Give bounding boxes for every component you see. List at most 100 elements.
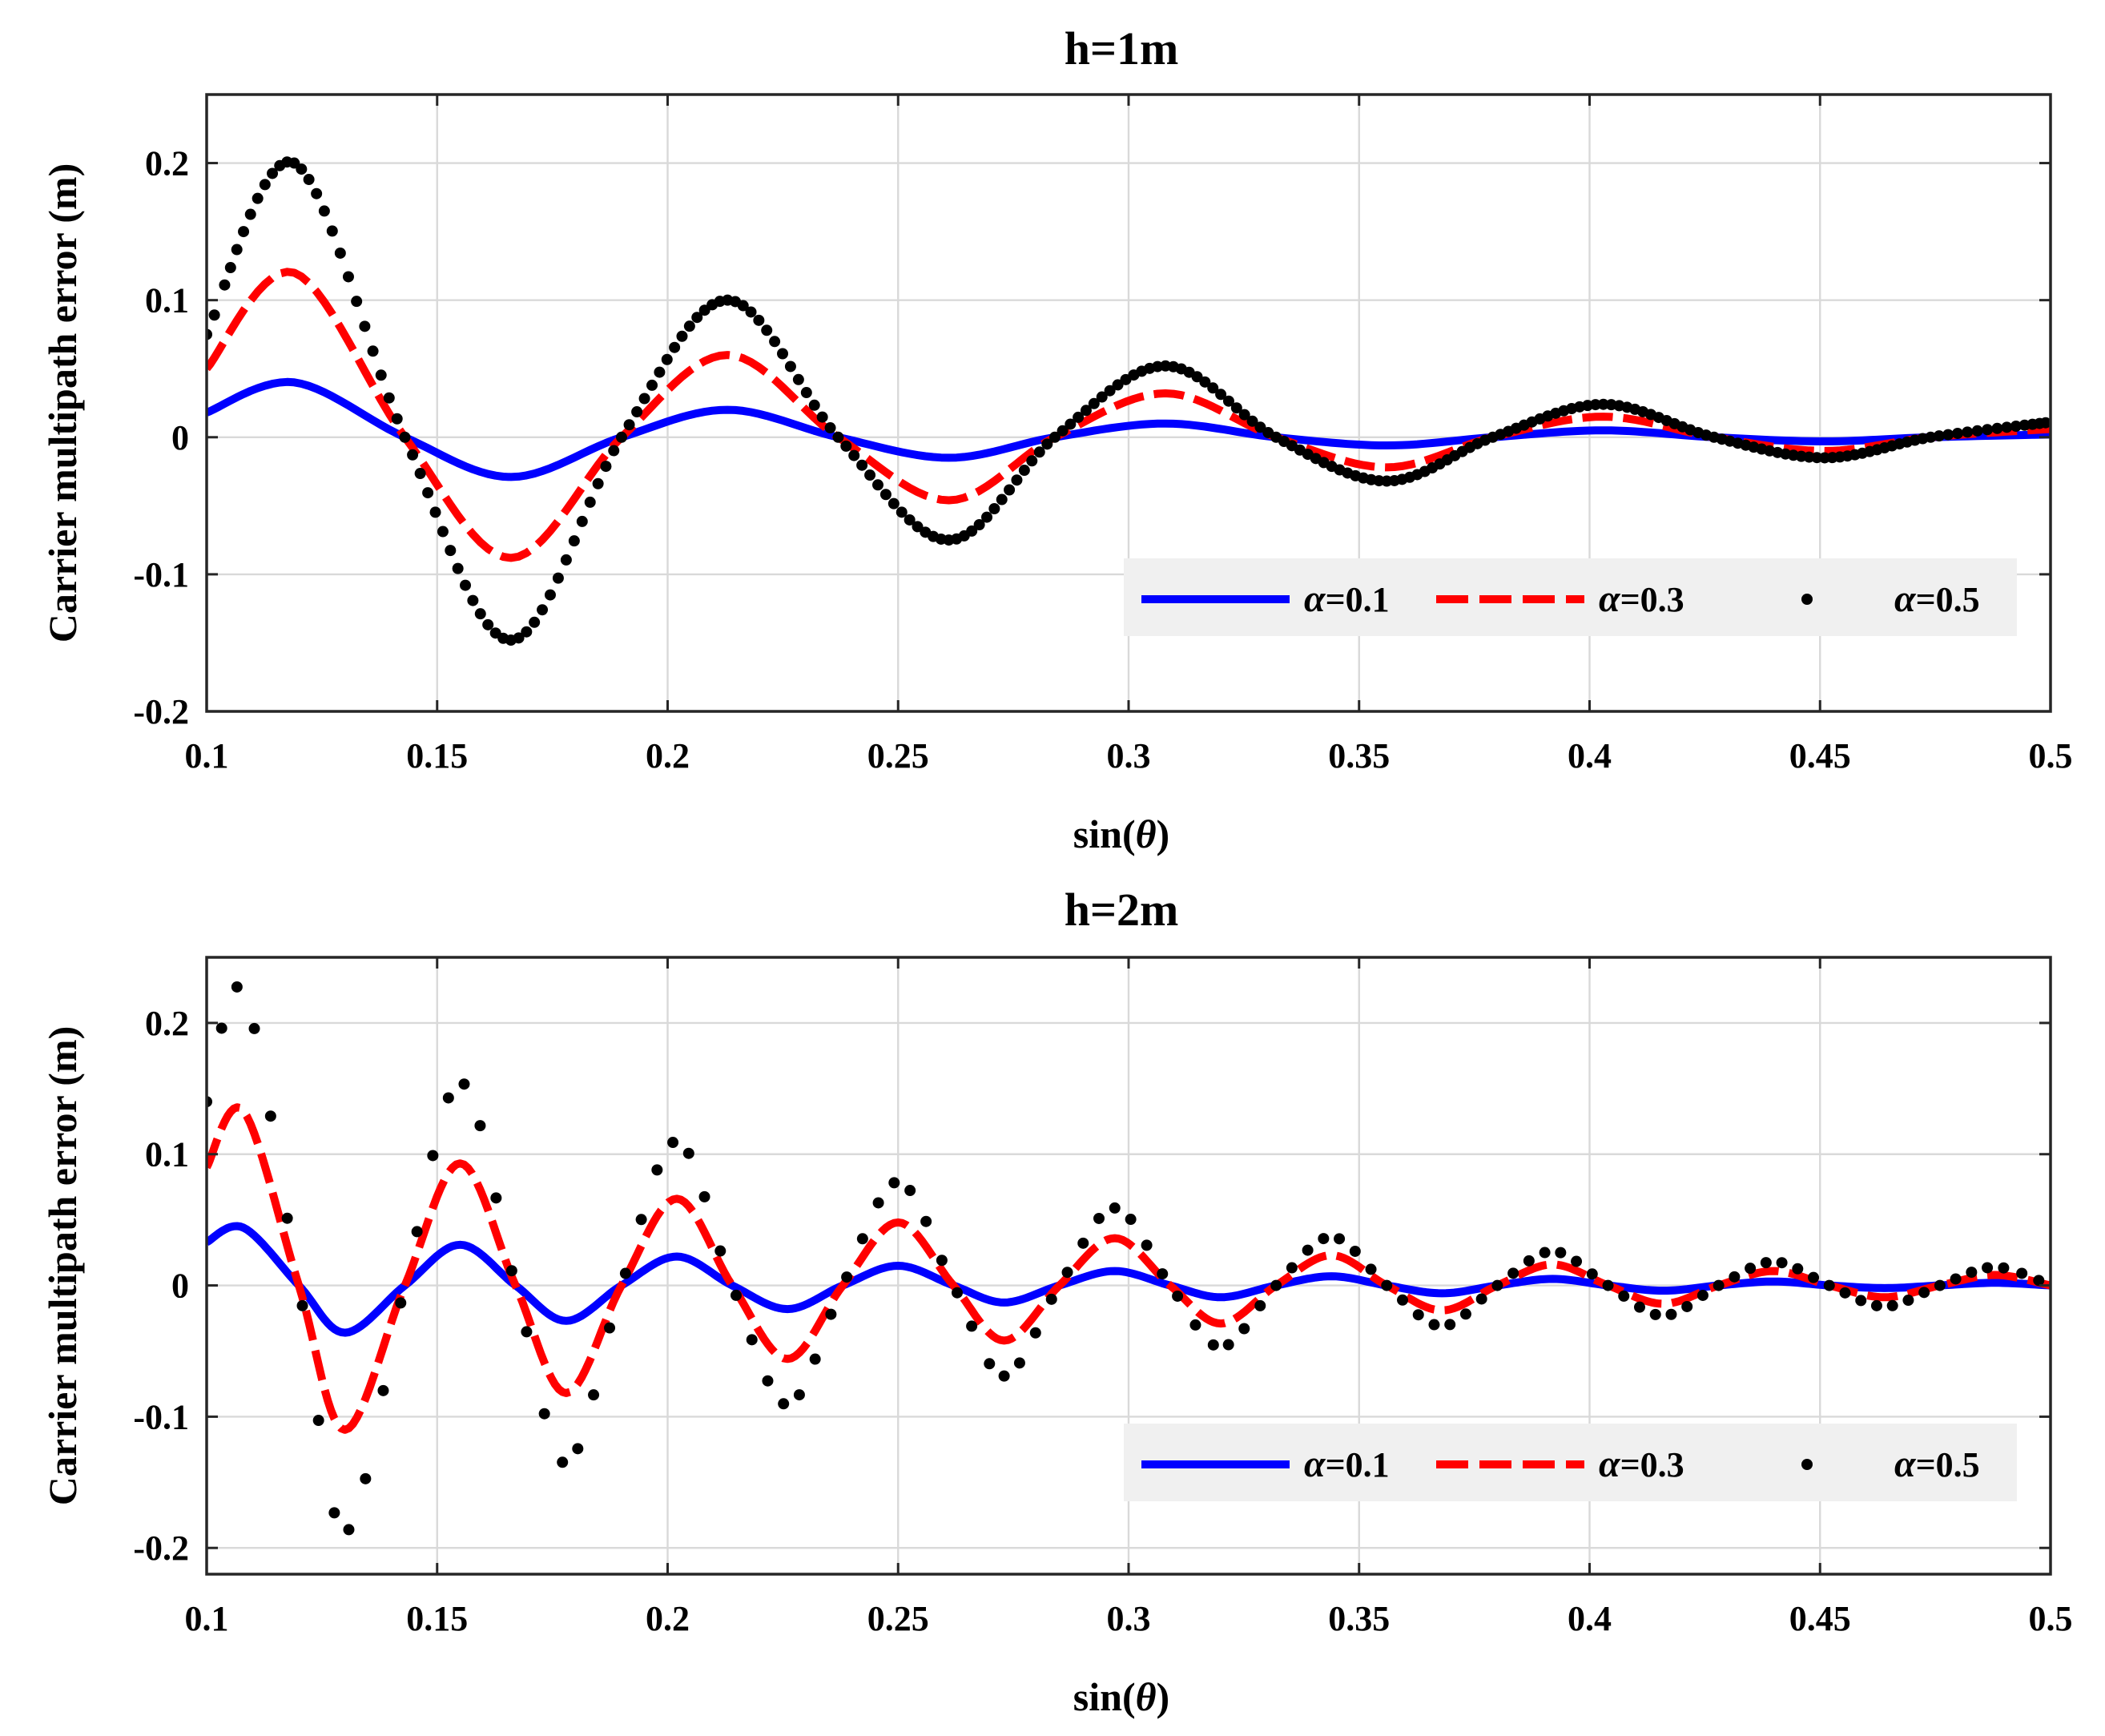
data-point <box>1104 385 1116 397</box>
data-point <box>529 616 541 628</box>
data-point <box>966 525 978 537</box>
data-point <box>981 511 993 523</box>
data-point <box>572 1443 584 1455</box>
data-point <box>745 306 757 318</box>
data-point <box>312 1415 324 1427</box>
data-point <box>904 1185 916 1197</box>
data-point <box>1991 422 2003 434</box>
data-point <box>557 1456 569 1468</box>
data-point <box>1029 1327 1041 1339</box>
y-tick-label: -0.2 <box>133 1529 189 1568</box>
data-point <box>334 247 346 259</box>
data-point <box>1696 1289 1709 1301</box>
data-point <box>1597 398 1609 410</box>
data-point <box>1459 1308 1471 1320</box>
data-point <box>1172 1290 1184 1302</box>
data-point <box>326 225 338 237</box>
y-tick-label: -0.2 <box>133 692 189 731</box>
data-point <box>1222 1339 1234 1351</box>
data-point <box>825 1308 837 1320</box>
data-point <box>1207 1339 1219 1351</box>
data-point <box>619 1267 631 1279</box>
data-point <box>248 1022 260 1034</box>
tick-marks <box>205 957 2052 1574</box>
data-point <box>427 1150 439 1162</box>
legend-label-alpha-0-5: α=0.5 <box>1894 1443 1980 1485</box>
data-point <box>887 497 900 510</box>
data-point <box>1808 1271 1820 1283</box>
data-point <box>377 1384 389 1396</box>
data-point <box>521 626 533 638</box>
data-point <box>1855 1295 1867 1307</box>
data-point <box>281 1212 293 1224</box>
data-point <box>973 519 985 531</box>
data-point <box>841 1271 853 1283</box>
data-point <box>244 208 256 220</box>
data-point <box>521 1326 533 1338</box>
data-point <box>2039 417 2051 429</box>
data-point <box>920 1215 932 1227</box>
data-point <box>988 503 1000 515</box>
data-point <box>871 479 883 491</box>
data-point <box>1950 1273 1962 1285</box>
data-point <box>1902 1295 1914 1307</box>
data-point <box>1033 446 1045 458</box>
data-point <box>445 545 457 557</box>
data-point <box>1951 427 1963 439</box>
data-point <box>793 1389 805 1401</box>
data-point <box>1254 1299 1266 1311</box>
data-point <box>769 336 781 348</box>
data-point <box>1412 1309 1424 1321</box>
data-point <box>2001 421 2013 433</box>
data-point <box>864 469 876 481</box>
data-point <box>1507 1267 1519 1279</box>
x-tick-label: 0.5 <box>2029 1599 2073 1638</box>
data-point <box>635 1214 647 1226</box>
data-point <box>422 487 434 499</box>
data-point <box>998 1370 1010 1382</box>
data-point <box>1109 1202 1121 1214</box>
data-point <box>584 496 596 508</box>
x-tick-label: 0.2 <box>646 1599 690 1638</box>
data-point <box>560 554 572 566</box>
data-point <box>1207 382 1219 394</box>
data-point <box>879 489 892 501</box>
data-point <box>631 406 643 418</box>
data-point <box>762 1375 774 1387</box>
data-point <box>568 535 580 547</box>
data-point <box>1026 455 1038 467</box>
data-point <box>1125 1214 1137 1226</box>
data-point <box>966 1320 978 1332</box>
data-point <box>460 579 472 591</box>
chart-h1m: h=1m -0.2-0.100.10.2 0.1 0.15 0.2 0.25 0.3 0.… <box>40 22 2073 856</box>
data-point <box>1713 1279 1725 1291</box>
data-point <box>1942 429 1954 441</box>
data-point <box>351 296 363 308</box>
x-tick-label: 0.15 <box>406 1599 468 1638</box>
x-tick-label: 0.1 <box>185 736 229 775</box>
y-tick-label: 0.1 <box>145 1135 189 1174</box>
data-point <box>458 1078 470 1090</box>
data-point <box>824 422 836 434</box>
data-point <box>1013 1357 1025 1369</box>
data-point <box>1157 1268 1169 1280</box>
data-point <box>1141 1239 1153 1251</box>
legend-swatch-alpha-0-5 <box>1801 594 1813 605</box>
data-point <box>1077 1237 1089 1249</box>
x-tick-label: 0.45 <box>1789 736 1851 775</box>
data-point <box>1760 1257 1772 1269</box>
data-point <box>746 1334 758 1346</box>
data-point <box>1088 397 1100 409</box>
data-point <box>676 330 688 342</box>
data-point <box>1318 1233 1330 1245</box>
data-point <box>683 320 695 332</box>
series--0-5 <box>207 981 2045 1536</box>
data-point <box>848 449 860 461</box>
data-point <box>753 314 765 326</box>
data-point <box>638 393 650 405</box>
data-point <box>714 1245 726 1257</box>
data-point <box>856 1233 868 1245</box>
data-point <box>1189 1319 1201 1331</box>
data-point <box>2010 421 2022 433</box>
